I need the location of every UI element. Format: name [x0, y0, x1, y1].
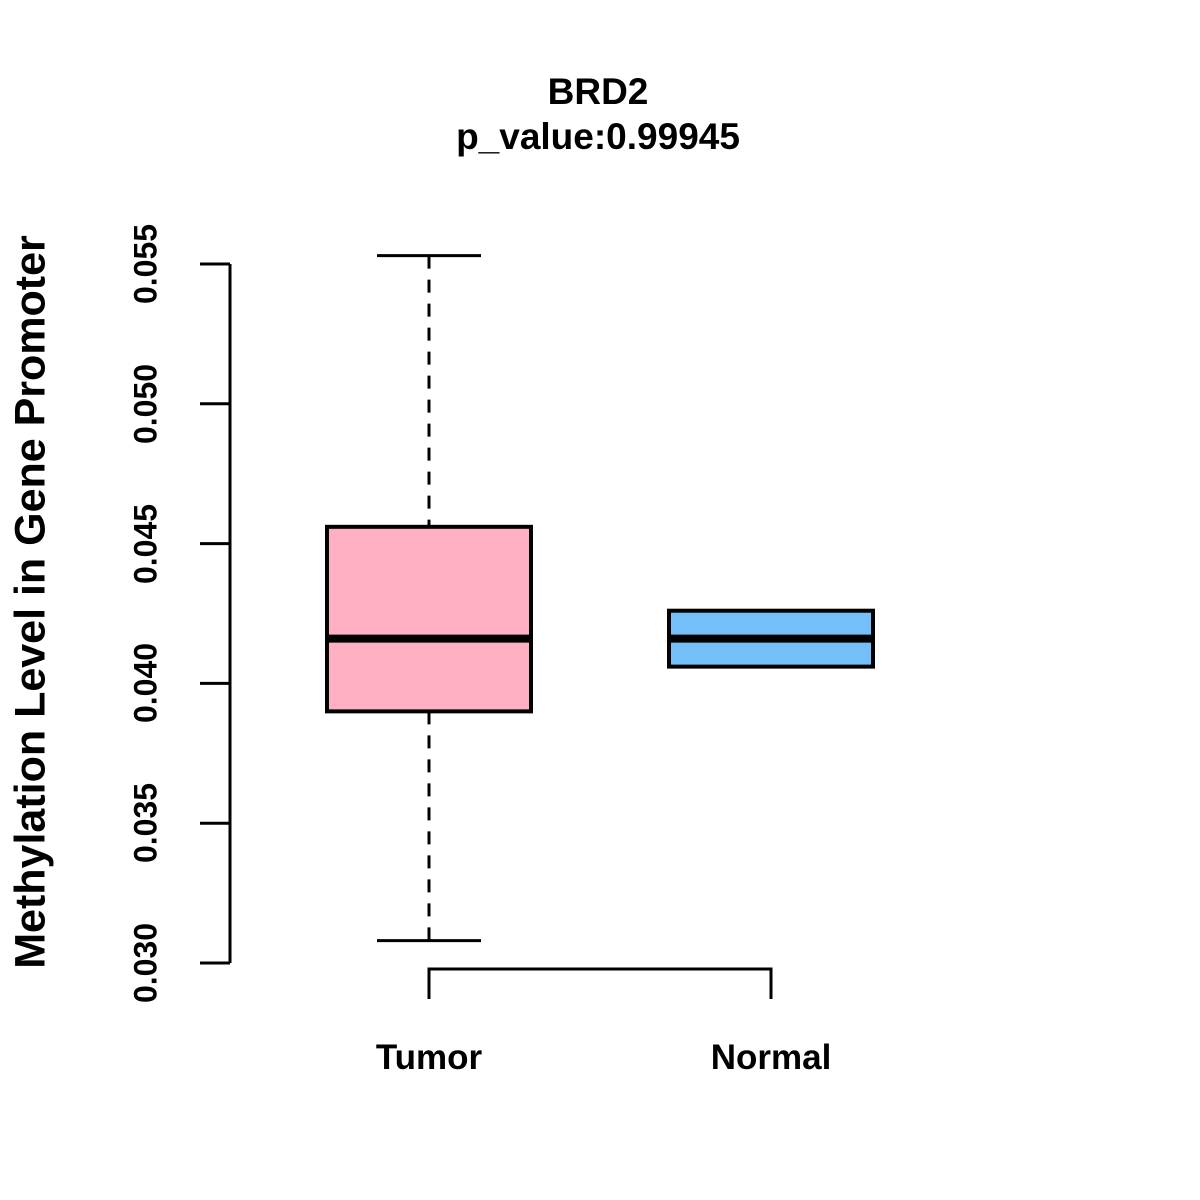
- y-tick-label: 0.030: [127, 922, 164, 1004]
- y-tick-label: 0.045: [127, 503, 164, 584]
- box-tumor: [325, 524, 533, 714]
- chart-title: BRD2: [547, 71, 649, 112]
- x-category-label-tumor: Tumor: [375, 1038, 483, 1077]
- y-tick-label: 0.055: [127, 223, 164, 305]
- y-tick-label: 0.040: [127, 643, 164, 724]
- chart-subtitle: p_value:0.99945: [456, 116, 740, 157]
- x-axis-line: [427, 967, 773, 999]
- y-tick-label: 0.035: [127, 783, 164, 864]
- y-tick-label: 0.050: [127, 363, 164, 444]
- x-category-label-normal: Normal: [710, 1038, 832, 1077]
- y-axis-label: Methylation Level in Gene Promoter: [6, 235, 55, 969]
